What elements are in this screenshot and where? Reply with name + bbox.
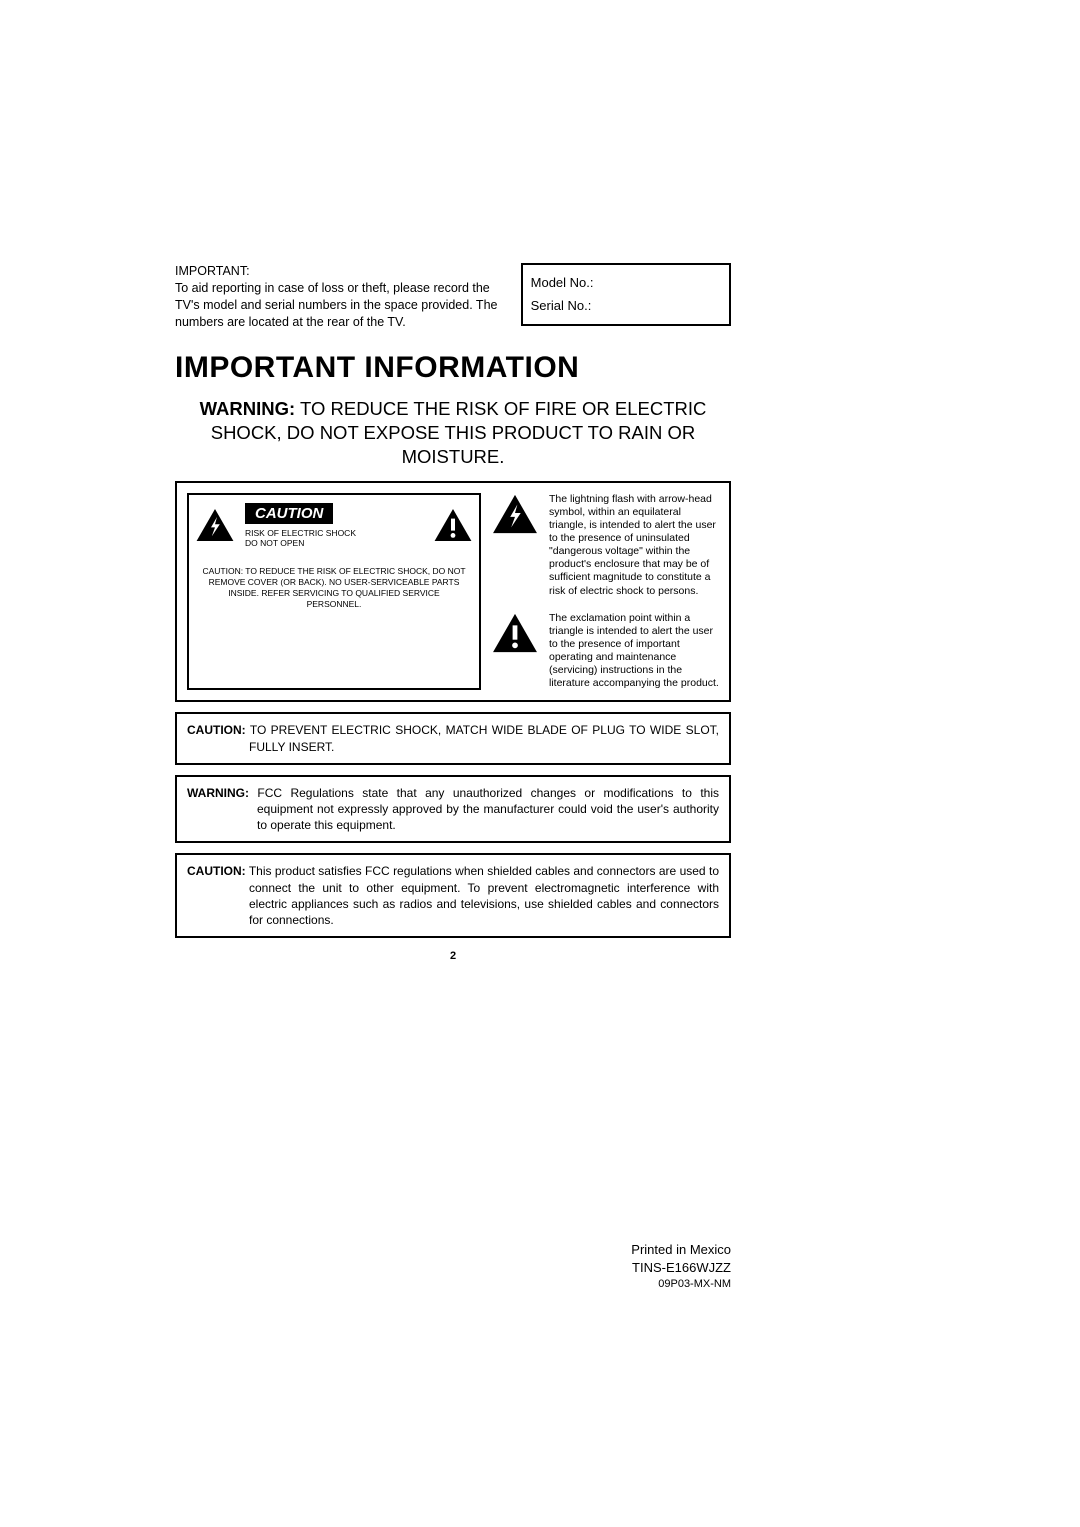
page-title: IMPORTANT INFORMATION: [175, 351, 731, 385]
note2-text: FCC Regulations state that any unauthori…: [249, 786, 719, 832]
model-no-label: Model No.:: [531, 271, 721, 294]
main-warning: WARNING: TO REDUCE THE RISK OF FIRE OR E…: [175, 397, 731, 469]
lightning-icon: [195, 507, 235, 543]
caution-outer-box: CAUTION RISK OF ELECTRIC SHOCK DO NOT OP…: [175, 481, 731, 703]
footer: Printed in Mexico TINS-E166WJZZ 09P03-MX…: [631, 1241, 731, 1293]
caution-panel: CAUTION RISK OF ELECTRIC SHOCK DO NOT OP…: [187, 493, 481, 691]
footer-line2: TINS-E166WJZZ: [631, 1259, 731, 1277]
note1-text: TO PREVENT ELECTRIC SHOCK, MATCH WIDE BL…: [246, 723, 719, 753]
lightning-desc: The lightning flash with arrow-head symb…: [549, 493, 719, 598]
note-box-1: CAUTION: TO PREVENT ELECTRIC SHOCK, MATC…: [175, 712, 731, 764]
caution-sub1: RISK OF ELECTRIC SHOCK: [245, 528, 427, 538]
exclaim-desc: The exclamation point within a triangle …: [549, 612, 719, 691]
caution-sub2: DO NOT OPEN: [245, 538, 427, 548]
page-number: 2: [175, 950, 731, 962]
note-box-2: WARNING: FCC Regulations state that any …: [175, 775, 731, 844]
symbol-descriptions: The lightning flash with arrow-head symb…: [491, 493, 719, 691]
top-info-row: IMPORTANT: To aid reporting in case of l…: [175, 263, 731, 331]
note1-prefix: CAUTION:: [187, 723, 246, 737]
model-serial-box: Model No.: Serial No.:: [521, 263, 731, 326]
caution-foot: CAUTION: TO REDUCE THE RISK OF ELECTRIC …: [189, 556, 479, 624]
serial-no-label: Serial No.:: [531, 294, 721, 317]
note2-prefix: WARNING:: [187, 786, 249, 800]
note-box-3: CAUTION: This product satisfies FCC regu…: [175, 853, 731, 938]
important-note: IMPORTANT: To aid reporting in case of l…: [175, 263, 509, 331]
important-label: IMPORTANT:: [175, 264, 250, 278]
note3-prefix: CAUTION:: [187, 864, 246, 878]
note3-text: This product satisfies FCC regulations w…: [246, 864, 719, 927]
caution-label: CAUTION: [245, 503, 333, 524]
footer-line3: 09P03-MX-NM: [631, 1277, 731, 1292]
footer-line1: Printed in Mexico: [631, 1241, 731, 1259]
exclaim-icon: [433, 507, 473, 543]
lightning-icon: [491, 493, 539, 535]
important-text: To aid reporting in case of loss or thef…: [175, 281, 497, 329]
warning-prefix: WARNING:: [200, 398, 296, 419]
exclaim-icon: [491, 612, 539, 654]
